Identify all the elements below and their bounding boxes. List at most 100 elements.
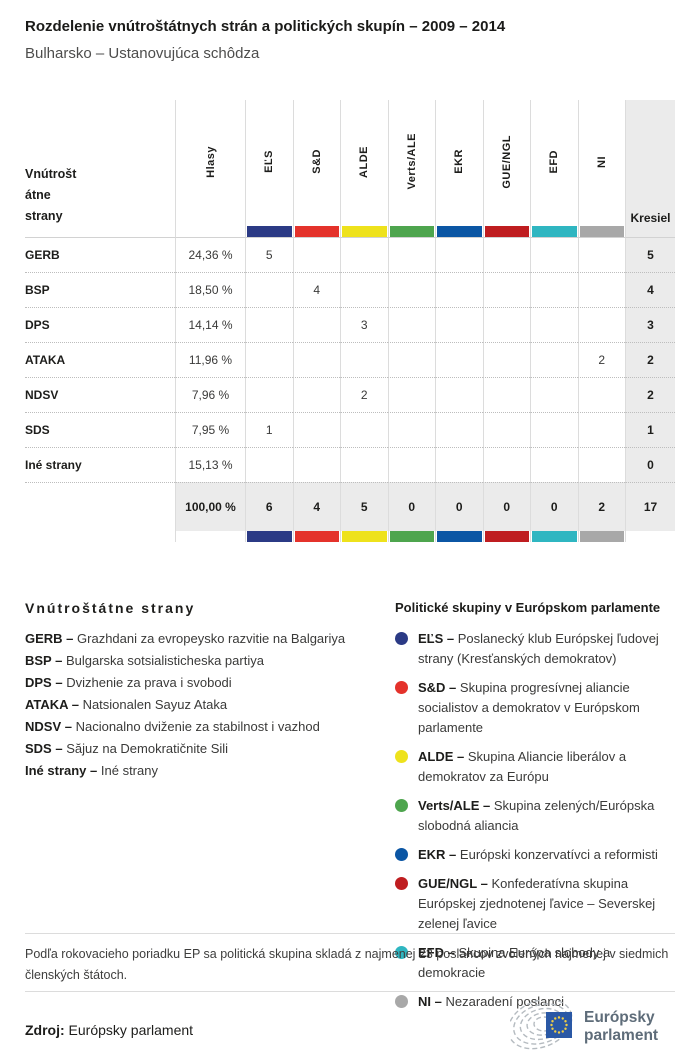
seat-cell	[435, 377, 483, 412]
seat-cell	[530, 377, 578, 412]
legend-party-item: ATAKA – Natsionalen Sayuz Ataka	[25, 697, 228, 712]
seat-cell	[577, 307, 625, 342]
els-legend-dot	[395, 632, 408, 645]
els-color-bar	[247, 531, 292, 542]
seat-cell	[577, 237, 625, 272]
bottom-bar-spacer	[175, 531, 245, 542]
gue-ngl-legend-dot	[395, 877, 408, 890]
ni-color-bar	[579, 531, 624, 542]
alde-legend-dot	[395, 750, 408, 763]
column-header-sd: S&D	[292, 100, 341, 237]
seat-cell	[245, 272, 293, 307]
total-group-cell: 0	[530, 482, 578, 531]
seat-cell	[435, 307, 483, 342]
seat-cell	[245, 307, 293, 342]
efd-color-bar	[532, 226, 577, 237]
seat-cell	[482, 237, 530, 272]
legend-party-item: SDS – Săjuz na Demokratičnite Sili	[25, 741, 229, 756]
legend-group-item: S&D – Skupina progresívnej aliancie soci…	[395, 678, 680, 738]
european-parliament-logo: Európsky parlament	[510, 1000, 658, 1050]
source-label: Zdroj:	[25, 1022, 65, 1038]
seat-cell	[530, 412, 578, 447]
votes-cell: 7,95 %	[175, 412, 245, 447]
total-row-spacer	[25, 482, 175, 531]
seat-cell	[530, 307, 578, 342]
total-seats-cell: 2	[625, 377, 675, 412]
seat-cell	[387, 447, 435, 482]
divider	[25, 933, 675, 934]
legend-group-item: EFD – Skupina Európa slobody a demokraci…	[395, 943, 680, 983]
seat-cell	[340, 447, 388, 482]
votes-cell: 18,50 %	[175, 272, 245, 307]
seats-table: Vnútrošt átne strany Hlasy EĽS S&D ALDE …	[25, 100, 675, 542]
total-group-cell: 0	[387, 482, 435, 531]
legend-group-item: ALDE – Skupina Aliancie liberálov a demo…	[395, 747, 680, 787]
sd-legend-dot	[395, 681, 408, 694]
party-name: DPS	[25, 307, 175, 342]
total-group-cell: 2	[577, 482, 625, 531]
ni-legend-dot	[395, 995, 408, 1008]
total-group-cell: 5	[340, 482, 388, 531]
sd-color-bar	[294, 531, 339, 542]
seat-cell	[482, 342, 530, 377]
seat-cell	[245, 342, 293, 377]
seat-cell	[387, 412, 435, 447]
alde-color-bar	[342, 226, 387, 237]
verts-ale-legend-dot	[395, 799, 408, 812]
seat-cell	[577, 272, 625, 307]
column-header-alde: ALDE	[340, 100, 388, 237]
seat-cell: 1	[245, 412, 293, 447]
legend-party-item: Iné strany – Iné strany	[25, 763, 158, 778]
votes-cell: 24,36 %	[175, 237, 245, 272]
votes-cell: 7,96 %	[175, 377, 245, 412]
efd-color-bar	[532, 531, 577, 542]
column-header-efd: EFD	[530, 100, 578, 237]
legend-group-item: EĽS – Poslanecký klub Európskej ľudovej …	[395, 629, 680, 669]
party-name: NDSV	[25, 377, 175, 412]
seat-cell	[387, 237, 435, 272]
seat-cell	[530, 237, 578, 272]
page-subtitle: Bulharsko – Ustanovujúca schôdza	[25, 45, 260, 62]
bottom-bar-spacer	[25, 531, 175, 542]
seat-cell	[435, 412, 483, 447]
legend-national-parties: Vnútroštátne strany GERB – Grazhdani za …	[25, 600, 370, 782]
eu-flag-stars	[550, 1016, 568, 1034]
legend-group-item: EKR – Európski konzervatívci a reformist…	[395, 845, 680, 865]
seat-cell	[292, 412, 340, 447]
seat-cell	[340, 272, 388, 307]
seat-cell	[530, 342, 578, 377]
grand-total-seats-cell: 17	[625, 482, 675, 531]
seat-cell: 4	[292, 272, 340, 307]
legend-groups-heading: Politické skupiny v Európskom parlamente	[395, 600, 661, 615]
source-value: Európsky parlament	[68, 1022, 194, 1038]
column-header-ni: NI	[577, 100, 626, 237]
seat-cell: 5	[245, 237, 293, 272]
ni-color-bar	[579, 226, 624, 237]
seat-cell	[340, 342, 388, 377]
party-name: SDS	[25, 412, 175, 447]
votes-cell: 15,13 %	[175, 447, 245, 482]
seat-cell	[482, 447, 530, 482]
total-seats-cell: 4	[625, 272, 675, 307]
legend-party-item: GERB – Grazhdani za evropeysko razvitie …	[25, 631, 346, 646]
seat-cell	[577, 377, 625, 412]
seat-cell	[387, 272, 435, 307]
total-seats-cell: 2	[625, 342, 675, 377]
column-header-seats: Kresiel	[625, 100, 675, 237]
legend-party-item: DPS – Dvizhenie za prava i svobodi	[25, 675, 232, 690]
seat-cell	[292, 377, 340, 412]
sd-color-bar	[294, 226, 339, 237]
verts-ale-color-bar	[389, 226, 434, 237]
seat-cell: 2	[577, 342, 625, 377]
gue-ngl-color-bar	[484, 226, 529, 237]
ekr-legend-dot	[395, 848, 408, 861]
legend-group-item: NI – Nezaradení poslanci	[395, 992, 680, 1012]
total-group-cell: 6	[245, 482, 293, 531]
seat-cell	[482, 307, 530, 342]
seat-cell: 2	[340, 377, 388, 412]
party-name: GERB	[25, 237, 175, 272]
gue-ngl-color-bar	[484, 531, 529, 542]
bottom-bar-spacer	[625, 531, 675, 542]
seat-cell	[340, 412, 388, 447]
